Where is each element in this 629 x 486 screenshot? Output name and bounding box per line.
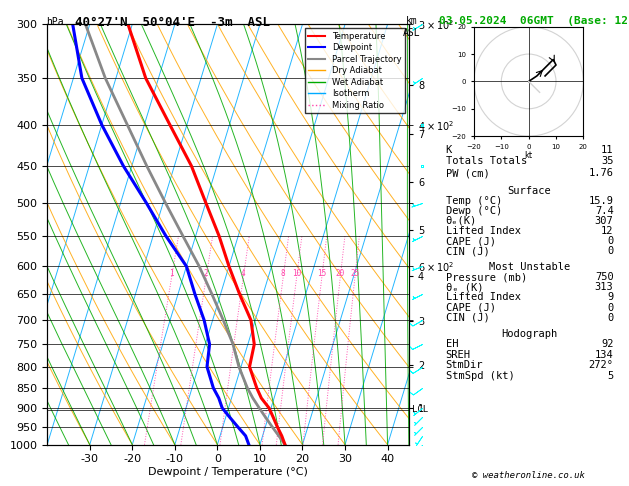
Text: 5: 5 bbox=[607, 371, 613, 381]
Text: 35: 35 bbox=[601, 156, 613, 166]
Text: StmSpd (kt): StmSpd (kt) bbox=[446, 371, 515, 381]
Text: Totals Totals: Totals Totals bbox=[446, 156, 527, 166]
Text: 40°27'N  50°04'E  -3m  ASL: 40°27'N 50°04'E -3m ASL bbox=[75, 16, 270, 29]
Text: Lifted Index: Lifted Index bbox=[446, 226, 521, 236]
Text: 92: 92 bbox=[601, 339, 613, 349]
Text: Dewp (°C): Dewp (°C) bbox=[446, 206, 502, 216]
Text: 2: 2 bbox=[204, 269, 208, 278]
Text: LCL: LCL bbox=[413, 405, 428, 415]
Text: 313: 313 bbox=[595, 282, 613, 293]
Text: 134: 134 bbox=[595, 350, 613, 360]
Text: 0: 0 bbox=[607, 246, 613, 256]
Text: θₑ(K): θₑ(K) bbox=[446, 216, 477, 226]
Text: PW (cm): PW (cm) bbox=[446, 168, 489, 178]
Text: 12: 12 bbox=[601, 226, 613, 236]
X-axis label: kt: kt bbox=[525, 151, 533, 160]
Text: CIN (J): CIN (J) bbox=[446, 246, 489, 256]
Text: Pressure (mb): Pressure (mb) bbox=[446, 272, 527, 282]
Text: 1: 1 bbox=[169, 269, 174, 278]
Text: Surface: Surface bbox=[508, 186, 552, 196]
Text: K: K bbox=[446, 145, 452, 155]
Text: 0: 0 bbox=[607, 236, 613, 246]
Text: 0: 0 bbox=[607, 303, 613, 312]
Text: Most Unstable: Most Unstable bbox=[489, 262, 571, 272]
Text: 750: 750 bbox=[595, 272, 613, 282]
Text: 0: 0 bbox=[607, 312, 613, 323]
Text: 4: 4 bbox=[241, 269, 245, 278]
Text: Lifted Index: Lifted Index bbox=[446, 293, 521, 302]
Text: km
ASL: km ASL bbox=[403, 16, 421, 37]
Text: 7.4: 7.4 bbox=[595, 206, 613, 216]
Text: θₑ (K): θₑ (K) bbox=[446, 282, 483, 293]
Text: hPa: hPa bbox=[46, 17, 64, 27]
Text: 9: 9 bbox=[607, 293, 613, 302]
Text: CIN (J): CIN (J) bbox=[446, 312, 489, 323]
Text: 1.76: 1.76 bbox=[589, 168, 613, 178]
Text: Temp (°C): Temp (°C) bbox=[446, 196, 502, 206]
Text: 8: 8 bbox=[281, 269, 286, 278]
Text: CAPE (J): CAPE (J) bbox=[446, 303, 496, 312]
Text: 307: 307 bbox=[595, 216, 613, 226]
Legend: Temperature, Dewpoint, Parcel Trajectory, Dry Adiabat, Wet Adiabat, Isotherm, Mi: Temperature, Dewpoint, Parcel Trajectory… bbox=[305, 29, 404, 113]
Text: 10: 10 bbox=[292, 269, 301, 278]
Text: EH: EH bbox=[446, 339, 458, 349]
Text: 272°: 272° bbox=[589, 360, 613, 370]
Text: 11: 11 bbox=[601, 145, 613, 155]
Text: 20: 20 bbox=[336, 269, 345, 278]
Text: 15: 15 bbox=[317, 269, 326, 278]
Text: CAPE (J): CAPE (J) bbox=[446, 236, 496, 246]
Text: 03.05.2024  06GMT  (Base: 12): 03.05.2024 06GMT (Base: 12) bbox=[439, 16, 629, 26]
Text: © weatheronline.co.uk: © weatheronline.co.uk bbox=[472, 471, 585, 480]
Text: 25: 25 bbox=[350, 269, 360, 278]
Text: 15.9: 15.9 bbox=[589, 196, 613, 206]
Text: Hodograph: Hodograph bbox=[501, 329, 558, 339]
Text: SREH: SREH bbox=[446, 350, 470, 360]
X-axis label: Dewpoint / Temperature (°C): Dewpoint / Temperature (°C) bbox=[148, 467, 308, 477]
Text: StmDir: StmDir bbox=[446, 360, 483, 370]
